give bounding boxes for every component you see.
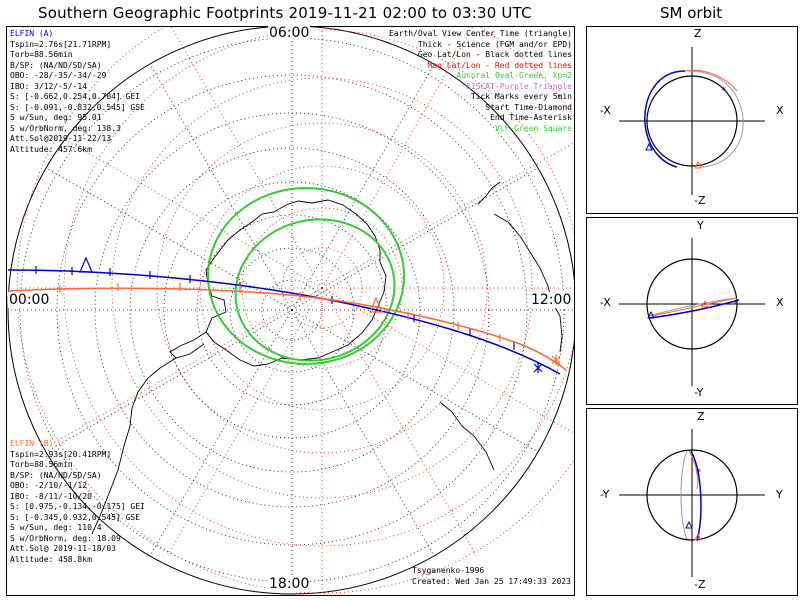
sm-yz-bottom-label: -Z — [694, 578, 706, 591]
legend-item: Earth/Oval View Center Time (triangle) — [388, 29, 572, 38]
earth-disk-outline — [7, 27, 574, 595]
elfin-b-info: ELFIN (B) Tspin=2.93s[20.41RPM] Torb=88.… — [10, 439, 145, 565]
peninsula-coastline — [169, 331, 207, 359]
elfin-b-end-asterisk — [551, 355, 561, 365]
nz-coastline — [477, 181, 501, 205]
auroral-oval-outer — [207, 187, 405, 365]
elfin-b-track-line — [7, 287, 567, 371]
clock-label-left: 00:00 — [8, 292, 51, 308]
auroral-ovals — [207, 187, 405, 365]
sm-xy-bottom-label: -Y — [694, 386, 704, 399]
sm-panel-xy-plot: * — [619, 238, 765, 386]
legend-item: EISCAT-Purple Triangle — [466, 81, 572, 91]
sm-xy-right-label: X — [776, 296, 784, 309]
geo-lon-grid — [8, 27, 574, 594]
legend-item: Mag Lat/Lon - Red dotted lines — [427, 60, 573, 70]
credit-block: Tsyganenko-1996 Created: Wed Jan 25 17:4… — [412, 566, 571, 587]
sm-yz-top-label: Z — [697, 410, 705, 423]
elfin-b-line: Tspin=2.93s[20.41RPM] — [10, 449, 112, 459]
clock-label-right: 12:00 — [530, 292, 573, 308]
sm-yz-left-label: -Y — [600, 488, 610, 501]
elfin-a-line: OBO: -28/-35/-34/-29 — [10, 71, 107, 80]
legend-item: Thick - Science (FGM and/or EPD) — [417, 39, 572, 49]
elfin-a-line: S: [-0.091,-0.832,0.545] GSE — [10, 102, 145, 112]
credit-model: Tsyganenko-1996 — [412, 566, 485, 575]
clock-label-top: 06:00 — [268, 25, 311, 41]
sm-xz-top-label: Z — [694, 27, 702, 40]
elfin-b-track — [7, 283, 567, 371]
sm-panel-xy — [586, 217, 798, 405]
legend-item: Geo Lat/Lon - Black dotted lines — [417, 50, 572, 59]
legend-item: End Time-Asterisk — [490, 113, 572, 122]
sm-orbit-title: SM orbit — [660, 4, 723, 22]
clock-label-bottom: 18:00 — [268, 576, 311, 592]
legend-item: Start Time-Diamond — [485, 102, 572, 112]
elfin-a-line: B/SP: (NA/ND/SD/SA) — [10, 60, 102, 70]
elfin-a-line: S: [-0.662,0.254,0.704] GEI — [10, 92, 141, 101]
australia-coastline — [493, 213, 563, 353]
sm-panel-xz — [586, 26, 798, 214]
elfin-b-name: ELFIN (B) — [10, 439, 54, 448]
elfin-a-line: Tspin=2.76s[21.71RPM] — [10, 39, 112, 49]
auroral-oval-inner — [234, 218, 396, 362]
sm-xz-bottom-label: -Z — [694, 194, 706, 207]
africa-coastline — [439, 401, 495, 471]
elfin-b-center-triangle — [369, 296, 383, 313]
elfin-b-line: Att.Sol@ 2019-11-18/03 — [10, 544, 116, 553]
elfin-b-line: Torb=88.56min — [10, 460, 73, 469]
elfin-b-line: Altitude: 458.8km — [10, 554, 92, 564]
map-legend: Earth/Oval View Center Time (triangle) T… — [389, 29, 572, 134]
sm-xy-left-label: -X — [600, 296, 611, 309]
south-america-coastline — [91, 357, 177, 535]
elfin-a-line: Torb=88.56min — [10, 50, 73, 59]
credit-created: Created: Wed Jan 25 17:49:33 2023 — [412, 576, 571, 586]
svg-text:*: * — [733, 299, 738, 309]
elfin-a-center-triangle — [79, 256, 93, 273]
elfin-a-line: Altitude: 457.6km — [10, 144, 92, 154]
elfin-a-line: Att.Sol@2019-11-22/13 — [10, 134, 112, 143]
plot-title: Southern Geographic Footprints 2019-11-2… — [38, 4, 532, 22]
elfin-b-line: S w/OrbNorm, deg: 18.09 — [10, 533, 121, 543]
elfin-a-line: S w/OrbNorm, deg: 138.3 — [10, 123, 121, 133]
legend-item: Tick Marks every 5min — [470, 92, 572, 101]
legend-item: Auroral Oval-Green, kp=2 — [456, 71, 572, 80]
sm-xz-right-label: X — [776, 104, 784, 117]
elfin-b-line: S: [0.975,-0.134,-0.175] GEI — [10, 502, 145, 511]
sm-panel-yz-plot: * — [619, 429, 765, 577]
svg-text:*: * — [721, 86, 726, 96]
mag-lon-grid — [14, 27, 574, 595]
elfin-a-line: IBO: 3/12/-5/-14 — [10, 81, 88, 91]
footprint-map — [7, 27, 574, 595]
elfin-a-end-asterisk — [533, 363, 543, 373]
sm-xz-left-label: -X — [600, 104, 611, 117]
elfin-a-info: ELFIN (A) Tspin=2.76s[21.71RPM] Torb=88.… — [10, 29, 145, 155]
sm-yz-right-label: Y — [776, 488, 783, 501]
svg-text:*: * — [696, 468, 701, 478]
sm-panel-yz — [586, 408, 798, 596]
elfin-b-line: OBO: -2/10/-1/12 — [10, 481, 88, 490]
elfin-a-name: ELFIN (A) — [10, 29, 54, 38]
legend-item: VLF-Green Square — [494, 123, 572, 133]
elfin-b-line: B/SP: (NA/ND/SD/SA) — [10, 470, 102, 480]
sm-panel-xz-plot: * — [619, 47, 765, 195]
elfin-b-line: S w/Sun, deg: 110.4 — [10, 523, 102, 532]
elfin-b-line: S: [-0.345,0.932,0.545] GSE — [10, 512, 141, 522]
sm-xy-top-label: Y — [697, 219, 704, 232]
antarctica-coastline — [205, 199, 387, 367]
elfin-b-line: IBO: -8/11/-10/20 — [10, 491, 92, 501]
coastlines — [91, 181, 563, 535]
elfin-a-line: S w/Sun, deg: 95.01 — [10, 113, 102, 122]
